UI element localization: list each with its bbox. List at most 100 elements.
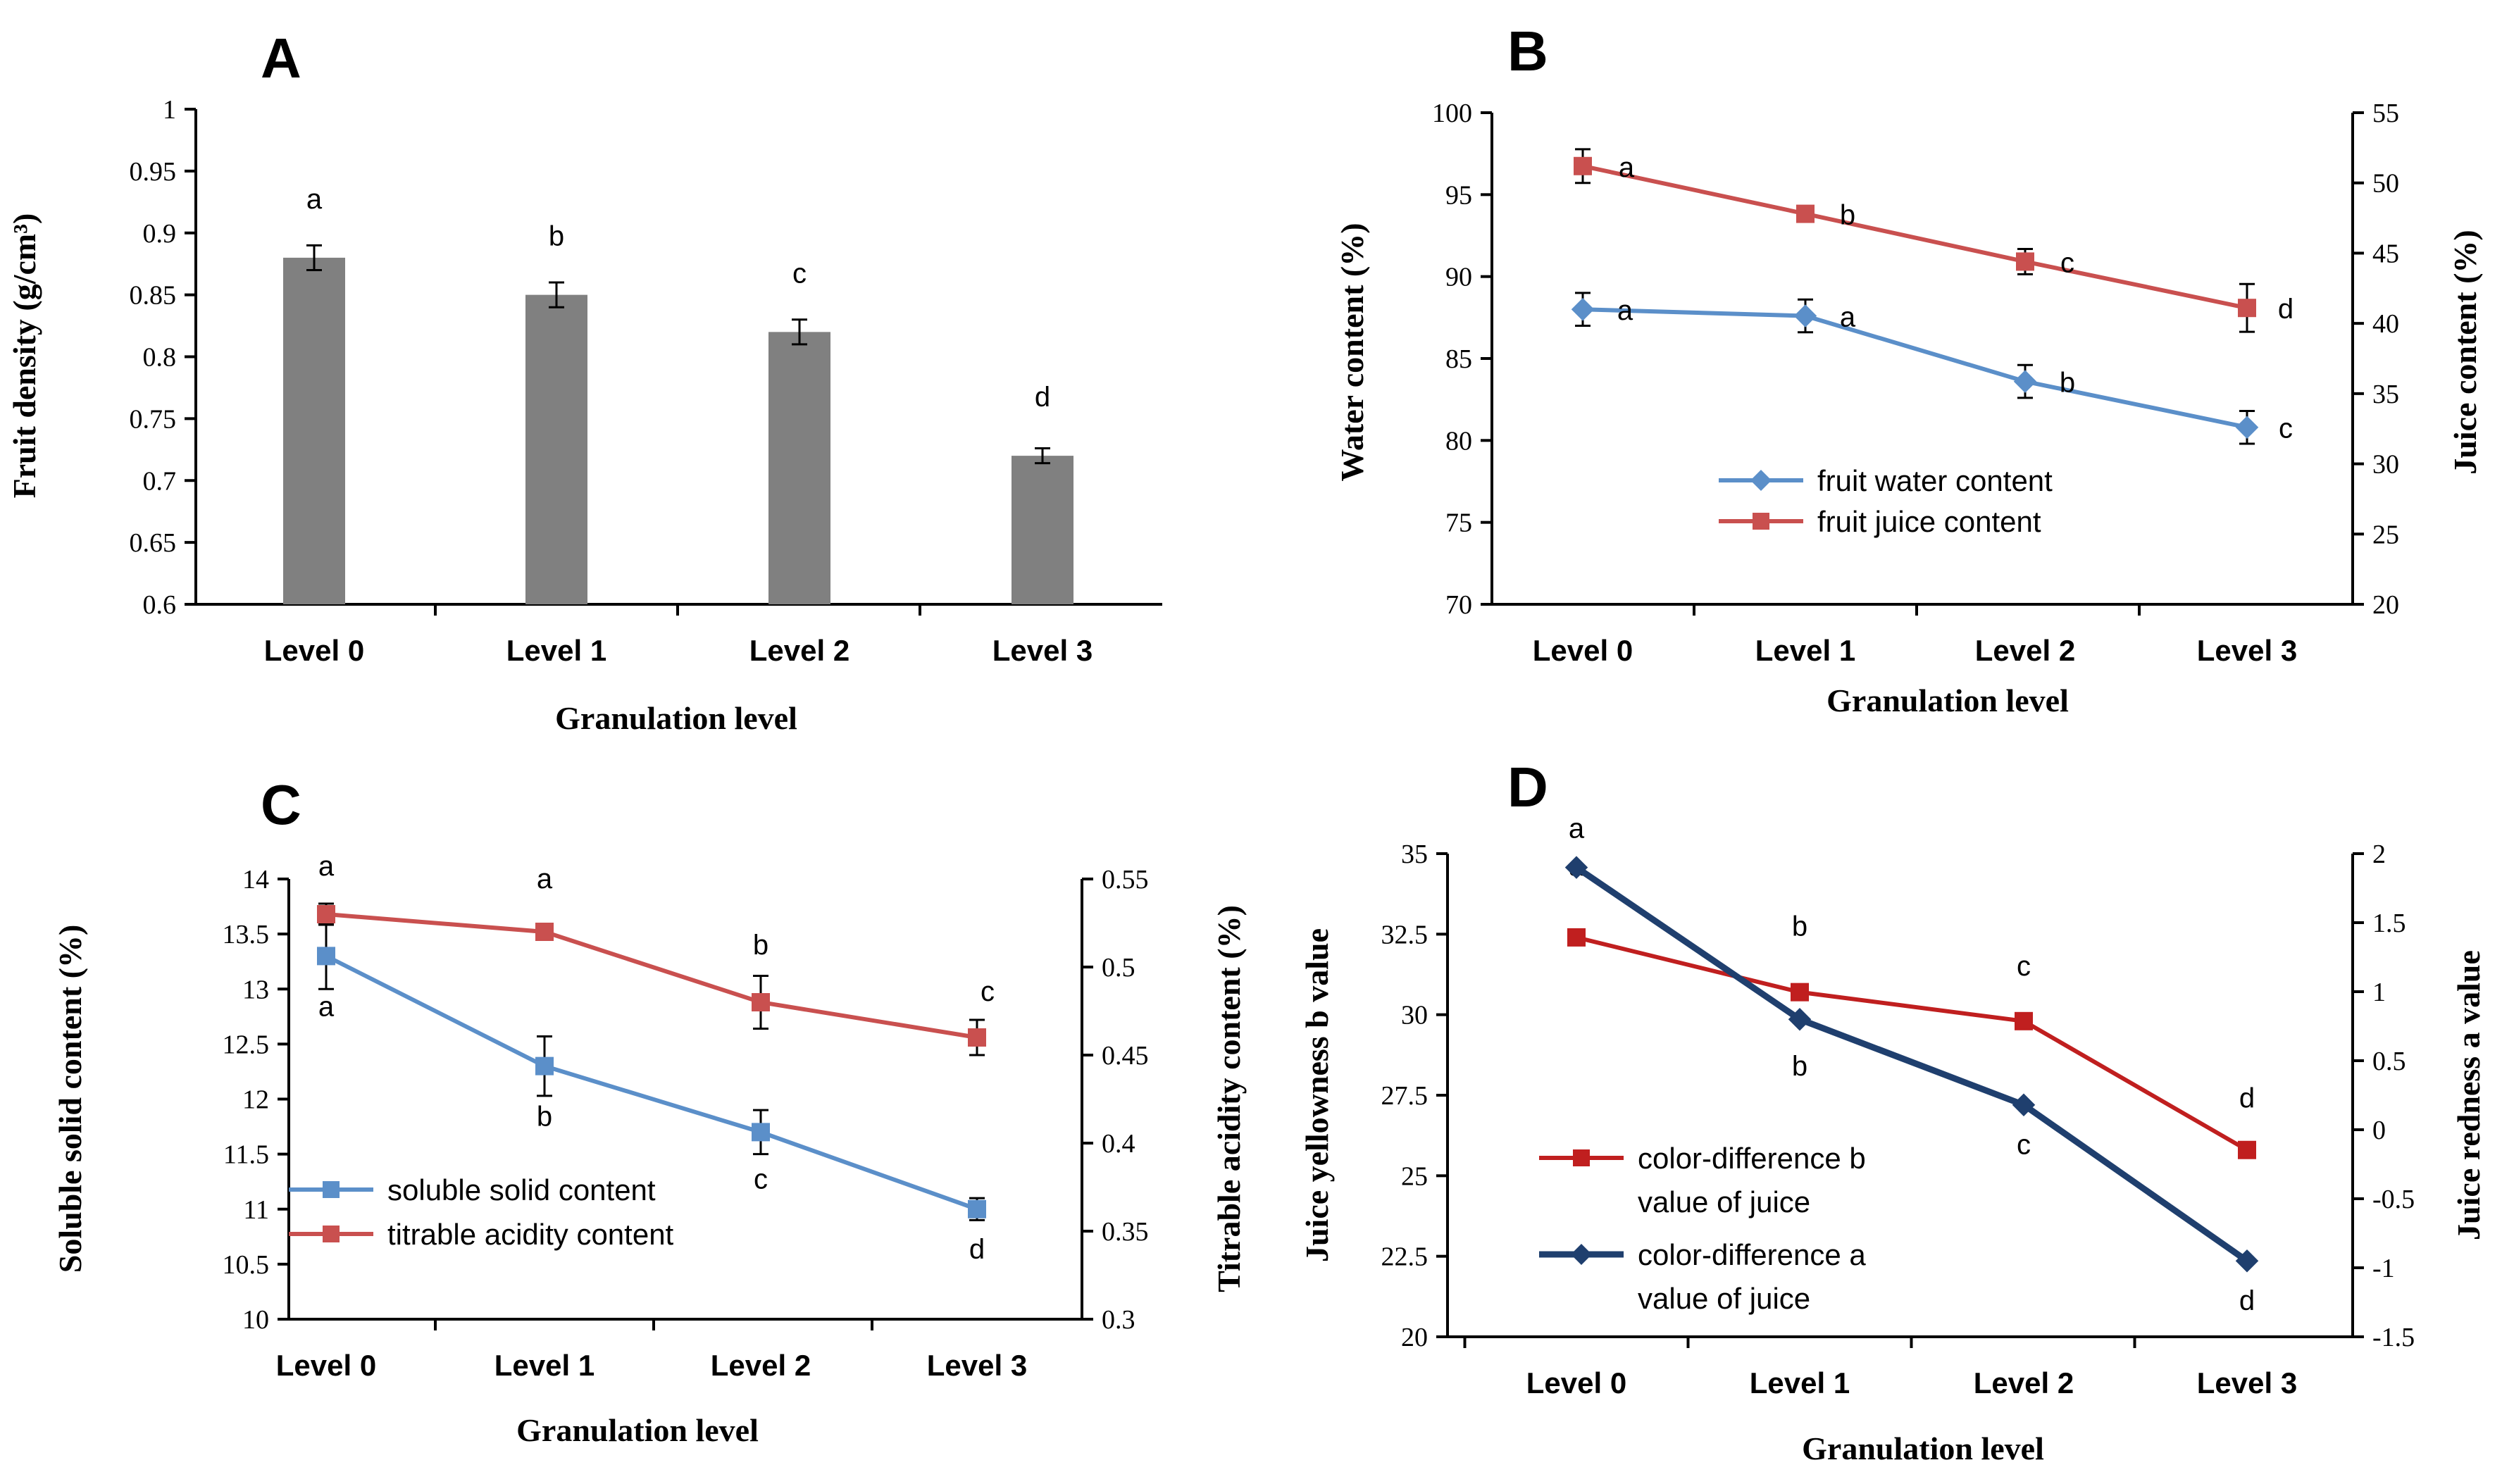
x-tick-label: Level 1 [1750, 1366, 1850, 1399]
x-tick-label: Level 1 [506, 634, 606, 667]
data-point-square [752, 1123, 770, 1142]
panel-label: C [261, 773, 301, 836]
y-axis-title-left: Water content (%) [1334, 223, 1370, 481]
y-tick-label-right: 30 [2372, 450, 2399, 480]
significance-letter: c [981, 976, 995, 1007]
significance-letter: a [318, 851, 335, 882]
significance-letter: a [1617, 295, 1633, 326]
significance-letter: c [2279, 413, 2293, 444]
y-tick-label-left: 0.8 [143, 343, 177, 373]
significance-letter: b [1840, 200, 1855, 231]
panel-label: D [1507, 756, 1548, 818]
y-tick-label-left: 0.9 [143, 219, 177, 249]
panel-d: D 20 22.5 25 27.5 30 32.5 35 -1.5 -1 -0.5 0 0.5 1 1.5 2… [1299, 756, 2487, 1466]
y-tick-label-right: -0.5 [2372, 1185, 2415, 1214]
series-line [1582, 163, 2248, 311]
y-tick-label-left: 0.65 [130, 528, 177, 558]
y-tick-label-left: 12.5 [223, 1030, 270, 1059]
data-point-square [1574, 156, 1592, 175]
y-tick-label-left: 14 [242, 865, 269, 894]
data-point-square [2238, 299, 2256, 318]
significance-letter: a [1840, 302, 1856, 333]
data-point-square [1753, 513, 1769, 530]
y-tick-label-left: 0.6 [143, 590, 177, 620]
legend-label: titrable acidity content [387, 1218, 674, 1251]
y-axis-title-right: Juice redness a value [2451, 950, 2487, 1240]
data-point-square [968, 1199, 986, 1218]
y-tick-label-left: 1 [163, 95, 176, 125]
y-tick-label-left: 0.75 [130, 404, 177, 434]
y-tick-label-right: 0.35 [1102, 1217, 1149, 1247]
x-axis-title: Granulation level [555, 700, 797, 736]
x-tick-label: Level 2 [749, 634, 849, 667]
significance-letter: a [306, 184, 323, 215]
data-point-diamond [1571, 297, 1595, 321]
x-tick-label: Level 2 [1975, 634, 2075, 667]
y-tick-label-left: 80 [1445, 426, 1472, 456]
x-tick-label: Level 3 [2197, 1366, 2297, 1399]
y-axis-title-right: Titrable acidity content (%) [1211, 905, 1247, 1292]
x-axis-title: Granulation level [1802, 1430, 2044, 1466]
significance-letter: a [1569, 813, 1585, 844]
y-tick-label-right: 0.3 [1102, 1305, 1135, 1335]
y-tick-label-left: 90 [1445, 263, 1472, 292]
y-tick-label-right: 0 [2372, 1116, 2386, 1145]
y-tick-label-left: 75 [1445, 509, 1472, 538]
panel-c: C 10 10.5 11 11.5 12 12.5 13 13.5 14 0.3 0.35 0.4 0.4… [52, 773, 1247, 1448]
significance-letter: a [1619, 152, 1635, 183]
y-tick-label-left: 13.5 [223, 920, 270, 949]
y-tick-label-left: 30 [1401, 1001, 1428, 1030]
y-tick-label-right: 55 [2372, 99, 2399, 128]
y-tick-label-right: 0.55 [1102, 865, 1149, 894]
y-tick-label-left: 0.7 [143, 466, 177, 496]
y-tick-label-left: 20 [1401, 1323, 1428, 1352]
data-point-diamond [1571, 1244, 1592, 1265]
x-tick-label: Level 1 [494, 1349, 595, 1382]
significance-letter: b [753, 930, 768, 961]
data-point-diamond [2013, 370, 2037, 393]
legend-label: fruit juice content [1817, 505, 2041, 538]
significance-letter: d [2278, 294, 2294, 325]
y-tick-label-left: 27.5 [1381, 1081, 1429, 1111]
x-tick-label: Level 0 [1526, 1366, 1626, 1399]
y-tick-label-left: 10 [242, 1305, 269, 1335]
y-tick-label-left: 100 [1432, 99, 1472, 128]
significance-letter: c [792, 258, 807, 289]
y-tick-label-right: -1 [2372, 1254, 2395, 1283]
data-point-diamond [2235, 1249, 2259, 1273]
significance-letter: d [2239, 1083, 2255, 1114]
y-tick-label-left: 25 [1401, 1161, 1428, 1191]
data-point-square [317, 905, 335, 923]
data-point-square [2238, 1140, 2256, 1159]
y-tick-label-right: 0.5 [2372, 1047, 2406, 1076]
y-tick-label-left: 0.85 [130, 281, 177, 311]
y-tick-label-left: 70 [1445, 590, 1472, 620]
significance-letter: c [2017, 951, 2031, 982]
legend-label: value of juice [1638, 1185, 1810, 1218]
y-axis-title-left: Soluble solid content (%) [52, 925, 88, 1273]
data-point-diamond [2235, 416, 2259, 439]
y-tick-label-right: 40 [2372, 309, 2399, 339]
data-point-square [2015, 1011, 2033, 1030]
x-tick-label: Level 0 [276, 1349, 376, 1382]
y-tick-label-right: 0.5 [1102, 953, 1135, 983]
significance-letter: c [2060, 247, 2074, 278]
y-tick-label-left: 10.5 [223, 1250, 270, 1280]
y-tick-label-right: 1.5 [2372, 909, 2406, 938]
data-point-diamond [2012, 1093, 2036, 1116]
series-line [325, 954, 978, 1211]
significance-letter: b [537, 1102, 552, 1133]
y-tick-label-right: 2 [2372, 840, 2386, 869]
legend-label: soluble solid content [387, 1173, 656, 1206]
legend-label: value of juice [1638, 1282, 1810, 1315]
y-tick-label-left: 35 [1401, 840, 1428, 869]
panel-a: A 0.6 0.65 0.7 0.75 0.8 0.85 0.9 0.95 1 Level 0 Lev… [6, 27, 1162, 736]
y-tick-label-right: 0.45 [1102, 1041, 1149, 1071]
significance-letter: d [2239, 1285, 2255, 1316]
significance-letter: b [1792, 911, 1807, 942]
y-tick-label-left: 11 [243, 1195, 269, 1225]
y-tick-label-left: 95 [1445, 180, 1472, 210]
significance-letter: c [2017, 1130, 2031, 1161]
